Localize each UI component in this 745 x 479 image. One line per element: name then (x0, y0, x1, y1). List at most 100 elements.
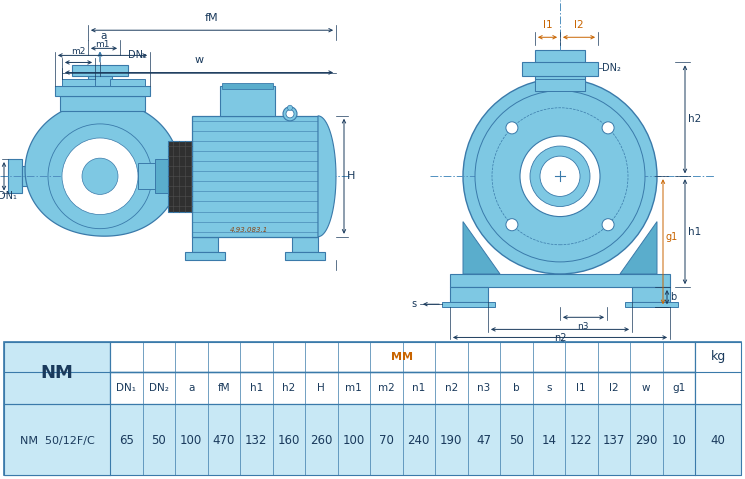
Text: 4.93.083.1: 4.93.083.1 (230, 227, 268, 233)
Text: 100: 100 (343, 434, 365, 447)
Text: 50: 50 (151, 434, 166, 447)
Polygon shape (88, 76, 112, 106)
Circle shape (506, 122, 518, 134)
Text: H: H (347, 171, 355, 181)
Text: 470: 470 (212, 434, 235, 447)
Circle shape (463, 79, 657, 274)
Text: a: a (188, 383, 194, 393)
Circle shape (540, 156, 580, 196)
Polygon shape (168, 141, 192, 212)
Polygon shape (185, 252, 225, 260)
Text: s: s (412, 299, 417, 309)
Polygon shape (8, 159, 22, 194)
Text: g1: g1 (666, 232, 678, 242)
Text: 132: 132 (245, 434, 267, 447)
Polygon shape (442, 302, 495, 307)
Circle shape (286, 110, 294, 118)
Text: DN₁: DN₁ (0, 192, 17, 202)
Text: n1: n1 (412, 383, 425, 393)
Text: l2: l2 (609, 383, 618, 393)
Polygon shape (522, 62, 598, 76)
Circle shape (520, 136, 600, 217)
Polygon shape (463, 222, 500, 274)
Circle shape (48, 124, 152, 228)
Polygon shape (222, 82, 273, 89)
Polygon shape (72, 66, 128, 76)
Text: NM  50/12F/C: NM 50/12F/C (19, 436, 95, 446)
Polygon shape (62, 79, 95, 86)
Polygon shape (60, 96, 145, 111)
Polygon shape (4, 404, 741, 475)
Text: 100: 100 (180, 434, 203, 447)
Text: h1: h1 (250, 383, 263, 393)
Text: 70: 70 (378, 434, 393, 447)
Text: g1: g1 (672, 383, 685, 393)
Circle shape (62, 138, 138, 215)
Polygon shape (220, 86, 275, 116)
Text: m1: m1 (346, 383, 362, 393)
Text: m2: m2 (378, 383, 395, 393)
Text: b: b (670, 292, 676, 302)
Circle shape (602, 122, 614, 134)
Polygon shape (110, 342, 695, 372)
Text: m1: m1 (95, 40, 110, 49)
Polygon shape (450, 287, 488, 302)
Polygon shape (695, 342, 741, 404)
Text: l2: l2 (574, 20, 584, 30)
Text: DN₁: DN₁ (116, 383, 136, 393)
Polygon shape (535, 79, 585, 91)
Circle shape (530, 146, 590, 206)
Circle shape (475, 91, 645, 262)
Circle shape (602, 219, 614, 231)
Polygon shape (625, 302, 678, 307)
Polygon shape (4, 342, 110, 475)
Circle shape (82, 158, 118, 194)
Text: 122: 122 (570, 434, 592, 447)
Text: 40: 40 (711, 434, 726, 447)
Text: l1: l1 (577, 383, 586, 393)
Text: b: b (513, 383, 519, 393)
Polygon shape (632, 287, 670, 302)
Text: w: w (642, 383, 650, 393)
Text: w: w (194, 56, 203, 66)
Polygon shape (25, 101, 180, 236)
Text: n3: n3 (577, 322, 589, 331)
Polygon shape (292, 237, 318, 252)
Text: 240: 240 (408, 434, 430, 447)
Text: 47: 47 (476, 434, 491, 447)
Polygon shape (138, 163, 158, 189)
Polygon shape (318, 116, 336, 237)
Text: NM: NM (40, 364, 74, 382)
Circle shape (283, 107, 297, 121)
Polygon shape (55, 86, 150, 96)
Text: 160: 160 (278, 434, 300, 447)
Text: n3: n3 (477, 383, 490, 393)
Polygon shape (4, 342, 741, 475)
Polygon shape (620, 222, 657, 274)
Circle shape (288, 105, 293, 110)
Text: DN₂: DN₂ (128, 50, 147, 60)
Text: DN₂: DN₂ (149, 383, 168, 393)
Text: l1: l1 (542, 20, 552, 30)
Text: 14: 14 (542, 434, 557, 447)
Text: MM: MM (391, 352, 413, 362)
Polygon shape (192, 116, 318, 237)
Text: 260: 260 (310, 434, 332, 447)
Text: H: H (317, 383, 325, 393)
Text: 65: 65 (118, 434, 133, 447)
Polygon shape (535, 50, 585, 91)
Text: fM: fM (205, 13, 219, 23)
Polygon shape (192, 237, 218, 252)
Text: DN₂: DN₂ (602, 64, 621, 73)
Polygon shape (285, 252, 325, 260)
Text: h2: h2 (282, 383, 295, 393)
Text: h1: h1 (688, 227, 701, 237)
Text: h2: h2 (688, 114, 701, 125)
Text: 137: 137 (603, 434, 625, 447)
Text: n2: n2 (554, 333, 566, 343)
Text: n2: n2 (445, 383, 458, 393)
Text: m2: m2 (71, 47, 85, 57)
Text: kg: kg (711, 350, 726, 363)
Polygon shape (22, 166, 42, 186)
Text: fM: fM (218, 383, 230, 393)
